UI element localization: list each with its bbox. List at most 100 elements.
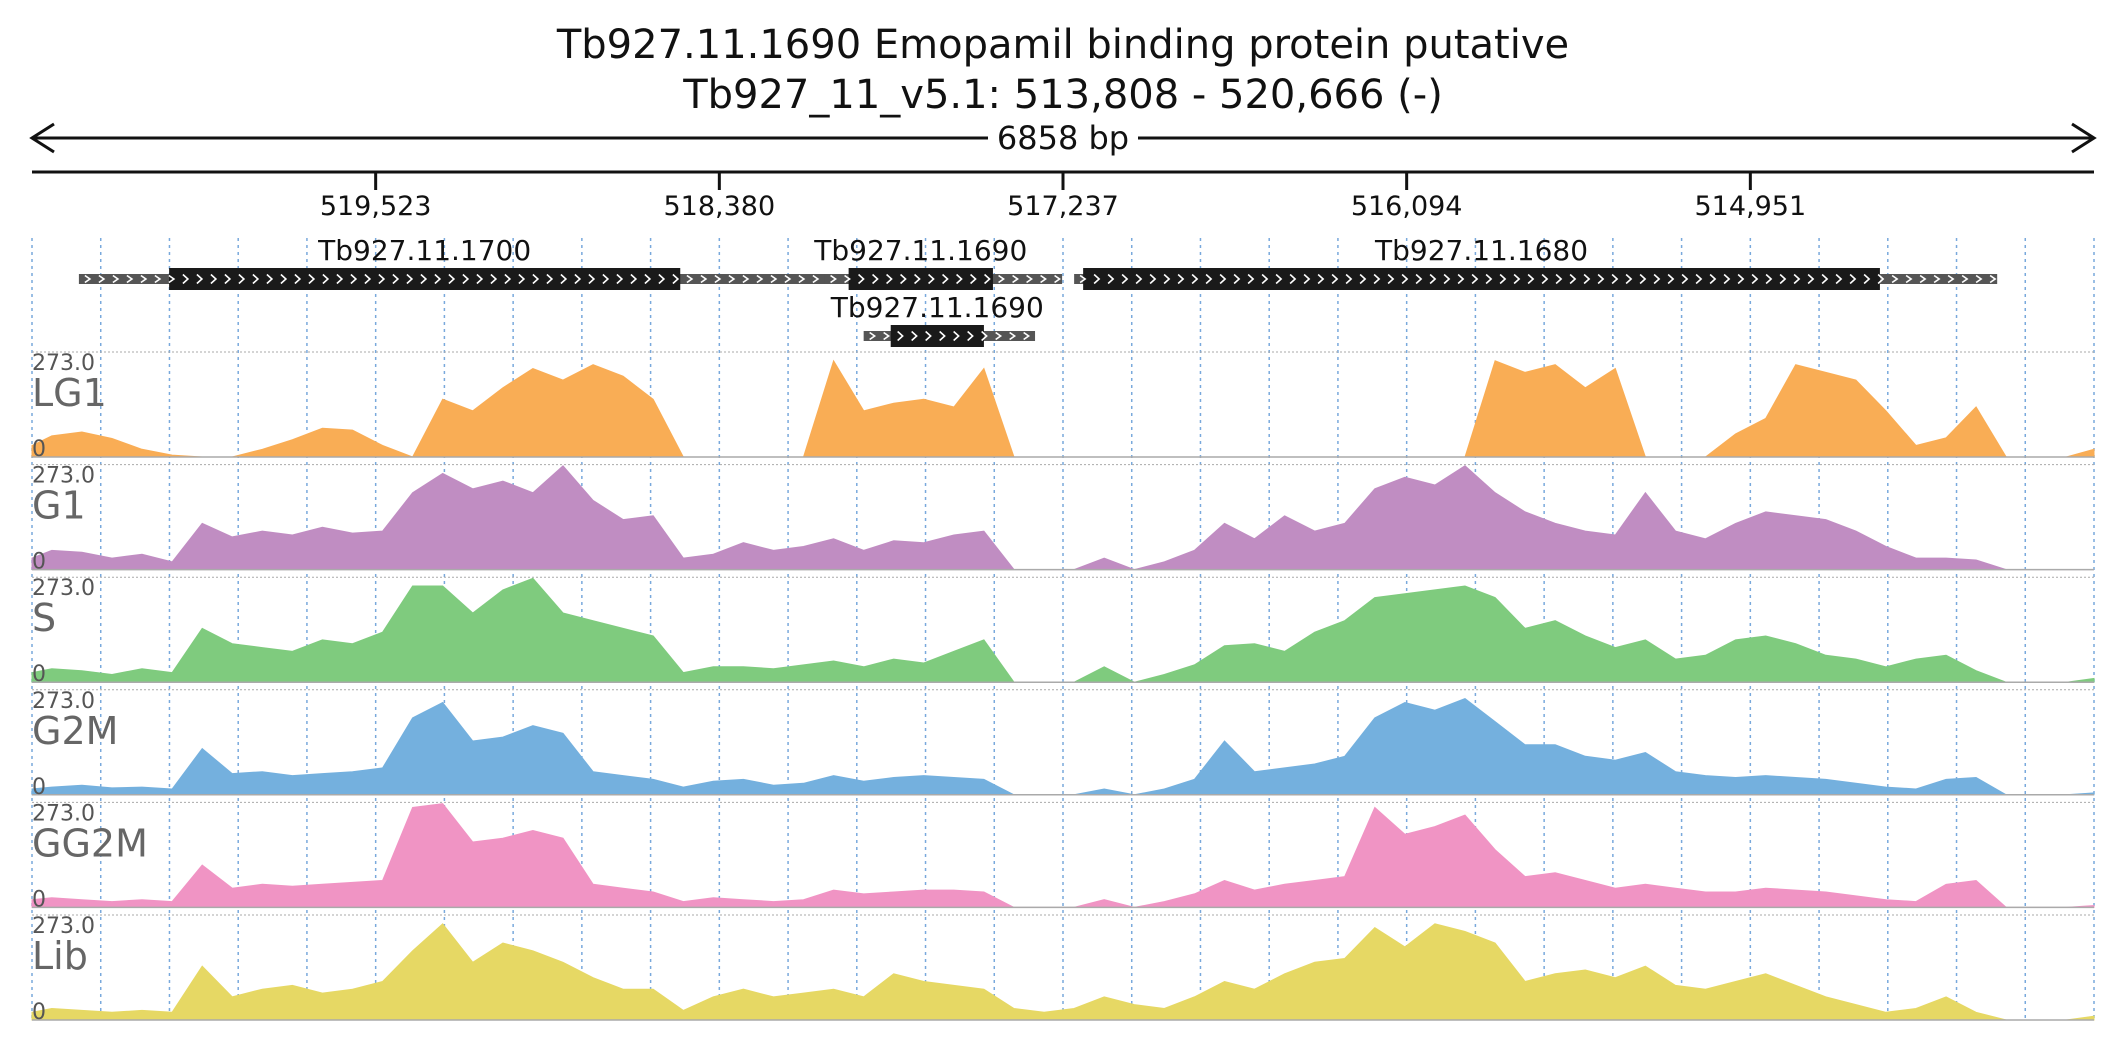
strand-arrow bbox=[1821, 273, 1829, 285]
strand-arrow bbox=[238, 273, 246, 285]
track-s: 273.0 0 S bbox=[31, 576, 2095, 687]
strand-arrow bbox=[1191, 273, 1199, 285]
strand-arrow bbox=[984, 273, 991, 285]
strand-arrow bbox=[1471, 273, 1479, 285]
strand-arrow bbox=[448, 273, 456, 285]
track-ymin-label: 0 bbox=[32, 887, 46, 912]
strand-arrow bbox=[1793, 273, 1801, 285]
track-ymin-label: 0 bbox=[32, 775, 46, 800]
strand-arrow bbox=[1975, 274, 1983, 284]
span-arrow: 6858 bp bbox=[29, 118, 2097, 157]
strand-arrow bbox=[995, 331, 1003, 341]
strand-arrow bbox=[1667, 273, 1675, 285]
strand-arrow bbox=[998, 274, 1005, 284]
strand-arrow bbox=[630, 273, 638, 285]
strand-arrow bbox=[1863, 273, 1871, 285]
strand-arrow bbox=[1443, 273, 1451, 285]
strand-arrow bbox=[911, 330, 918, 342]
strand-arrow bbox=[1345, 273, 1353, 285]
strand-arrow bbox=[1012, 274, 1019, 284]
strand-arrow bbox=[844, 274, 851, 284]
strand-arrow bbox=[1023, 331, 1031, 341]
track-ymax-label: 273.0 bbox=[32, 689, 95, 714]
gene-cds-segment bbox=[848, 268, 993, 290]
coverage-tracks: 273.00LG1273.00G1273.00S273.00G2M273.00G… bbox=[31, 351, 2095, 1025]
strand-arrow bbox=[322, 273, 330, 285]
strand-arrow bbox=[658, 273, 666, 285]
gene-cds-segment bbox=[169, 268, 681, 290]
strand-arrow bbox=[168, 274, 176, 284]
strand-arrow bbox=[1933, 274, 1941, 284]
strand-arrow bbox=[112, 274, 120, 284]
strand-arrow bbox=[672, 273, 680, 285]
strand-arrow bbox=[1205, 273, 1213, 285]
strand-arrow bbox=[1555, 273, 1563, 285]
strand-arrow bbox=[883, 331, 891, 341]
strand-arrow bbox=[1709, 273, 1717, 285]
strand-arrow bbox=[140, 274, 148, 284]
strand-arrow bbox=[1149, 273, 1157, 285]
strand-arrow bbox=[1513, 273, 1521, 285]
strand-arrow bbox=[1905, 274, 1913, 284]
strand-arrow bbox=[252, 273, 260, 285]
track-ymax-label: 273.0 bbox=[32, 464, 95, 489]
track-name-label: G1 bbox=[32, 484, 86, 528]
span-arrow-right-head bbox=[2071, 122, 2097, 154]
strand-arrow bbox=[939, 330, 946, 342]
gene-cds-segment bbox=[1083, 268, 1880, 290]
strand-arrow bbox=[1135, 273, 1143, 285]
gene-label: Tb927.11.1690 bbox=[813, 234, 1027, 267]
strand-arrow bbox=[1611, 273, 1619, 285]
strand-arrow bbox=[970, 273, 977, 285]
coverage-area-lib bbox=[31, 923, 2095, 1021]
strand-arrow bbox=[1891, 274, 1899, 284]
strand-arrow bbox=[1040, 274, 1047, 284]
strand-arrow bbox=[1527, 273, 1535, 285]
strand-arrow bbox=[1387, 273, 1395, 285]
strand-arrow bbox=[350, 273, 358, 285]
strand-arrow bbox=[1457, 273, 1465, 285]
track-ymin-label: 0 bbox=[32, 437, 46, 462]
strand-arrow bbox=[928, 273, 935, 285]
strand-arrow bbox=[1835, 273, 1843, 285]
strand-arrow bbox=[616, 273, 624, 285]
strand-arrow bbox=[812, 274, 820, 284]
position-tick-label: 519,523 bbox=[320, 191, 432, 222]
position-tick-label: 514,951 bbox=[1695, 191, 1807, 222]
strand-arrow bbox=[686, 274, 694, 284]
strand-arrow bbox=[266, 273, 274, 285]
strand-arrow bbox=[886, 273, 893, 285]
strand-arrow bbox=[1499, 273, 1507, 285]
strand-arrow bbox=[1877, 273, 1885, 285]
gene-cds-segment bbox=[890, 325, 984, 347]
strand-arrow bbox=[574, 273, 582, 285]
strand-arrow bbox=[1401, 273, 1409, 285]
track-lib: 273.0 0 Lib bbox=[31, 914, 2095, 1025]
strand-arrow bbox=[1247, 273, 1255, 285]
strand-arrow bbox=[1681, 273, 1689, 285]
strand-arrow bbox=[462, 273, 470, 285]
strand-arrow bbox=[858, 273, 865, 285]
track-gg2m: 273.0 0 GG2M bbox=[31, 801, 2095, 912]
strand-arrow bbox=[210, 273, 218, 285]
strand-arrow bbox=[1583, 273, 1591, 285]
strand-arrow bbox=[1177, 273, 1185, 285]
strand-arrow bbox=[518, 273, 526, 285]
strand-arrow bbox=[1163, 273, 1171, 285]
strand-arrow bbox=[588, 273, 596, 285]
strand-arrow bbox=[1289, 273, 1297, 285]
gene-annotations: Tb927.11.1700 Tb927.11.1690 Tb927.11.1690 T… bbox=[78, 234, 1998, 347]
track-lg1: 273.0 0 LG1 bbox=[31, 351, 2095, 462]
track-name-label: Lib bbox=[32, 934, 88, 978]
track-name-label: LG1 bbox=[32, 371, 107, 415]
strand-arrow bbox=[1765, 273, 1773, 285]
strand-arrow bbox=[392, 273, 400, 285]
strand-arrow bbox=[1026, 274, 1033, 284]
track-g1: 273.0 0 G1 bbox=[31, 464, 2094, 575]
strand-arrow bbox=[182, 273, 190, 285]
strand-arrow bbox=[1429, 273, 1437, 285]
strand-arrow bbox=[420, 273, 428, 285]
strand-arrow bbox=[1849, 273, 1857, 285]
strand-arrow bbox=[1639, 273, 1647, 285]
